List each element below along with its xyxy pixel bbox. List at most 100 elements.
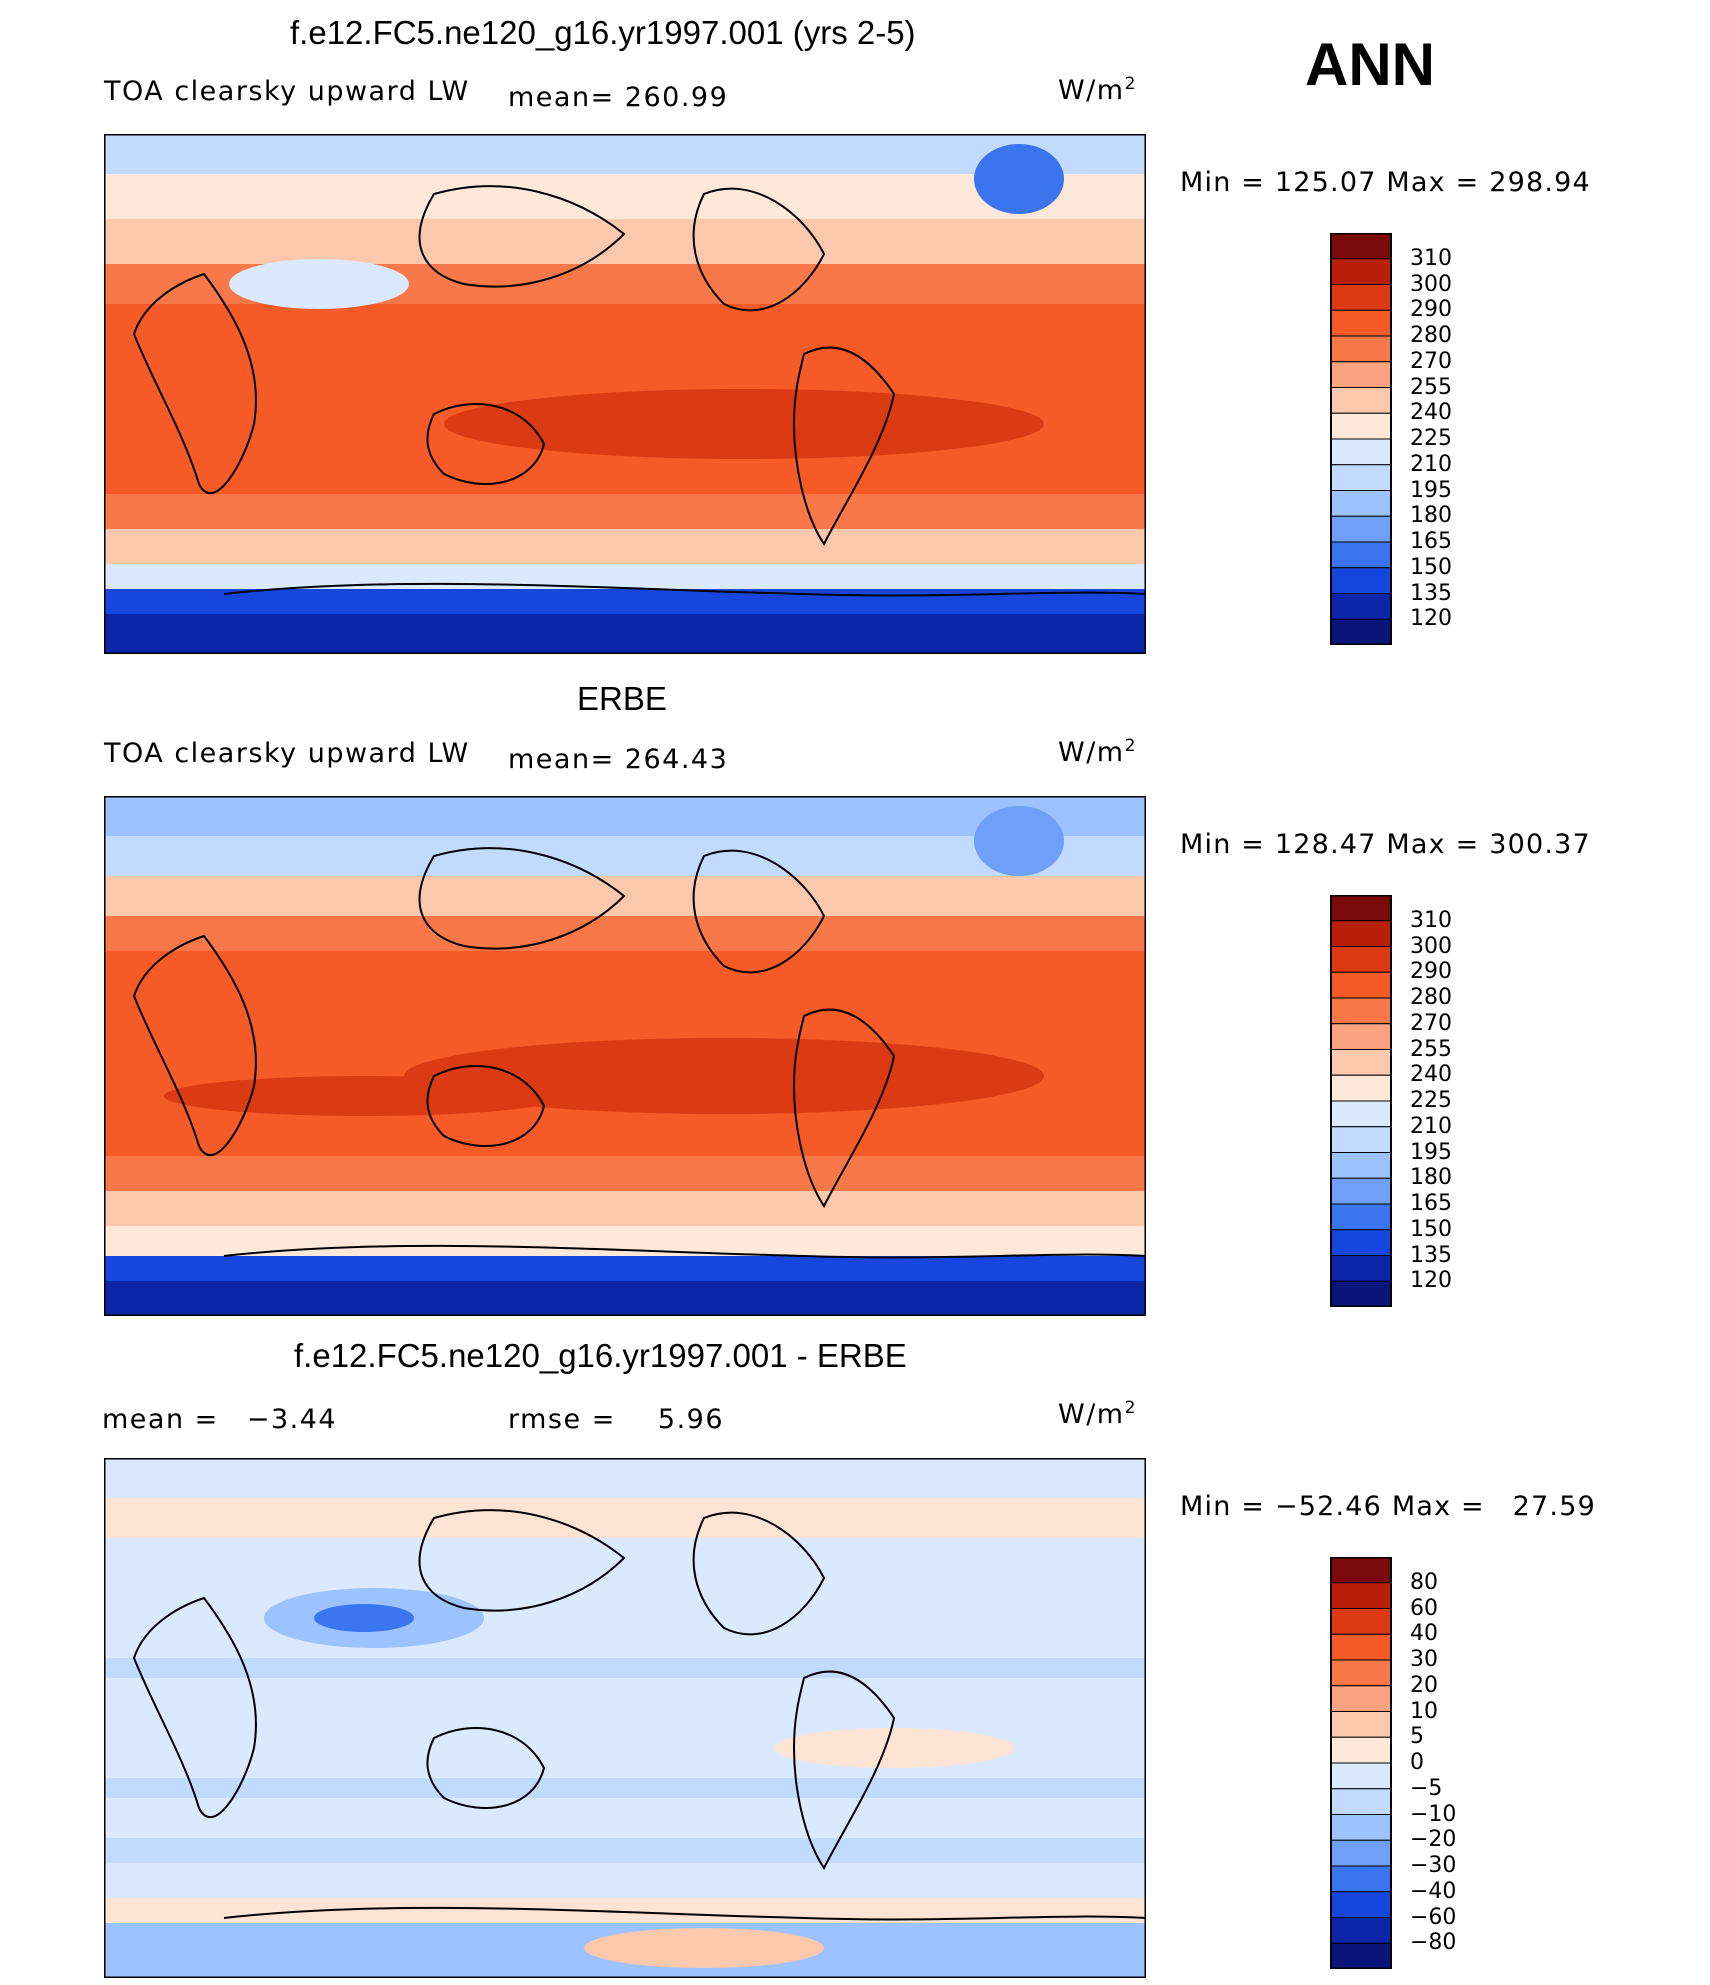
panel3-mean-label: mean = [102,1404,219,1435]
epac-warm [774,1728,1014,1768]
colorbar-frame [1330,1557,1392,1969]
colorbar-swatch [1330,1865,1392,1893]
colorbar-tick-label: 195 [1410,1139,1452,1165]
band-antarctic-deep [104,1281,1146,1316]
band-nhigh [104,836,1146,876]
panel2-mean: mean= 264.43 [508,744,728,775]
colorbar-tick-label: 290 [1410,297,1452,323]
panel1-mean-value: 260.99 [624,82,729,113]
band-smid [104,1191,1146,1226]
panel3-max-value: 27.59 [1512,1491,1596,1522]
panel3-rmse: rmse = 5.96 [508,1404,724,1435]
colorbar-swatch [1330,1891,1392,1918]
greenland [974,144,1064,214]
colorbar-swatch [1330,1659,1392,1687]
panel1-units: W/m2 [1058,74,1137,106]
colorbar-tick-label: 240 [1410,400,1452,426]
indian-warm [164,1076,564,1116]
panel2-mean-value: 264.43 [624,744,729,775]
colorbar-tick-label: 30 [1410,1647,1438,1672]
colorbar-swatch [1330,593,1392,620]
colorbar-swatch [1330,1049,1392,1076]
colorbar-swatch [1330,1917,1392,1944]
panel3-mean: mean = −3.44 [102,1404,337,1435]
panel1-variable: TOA clearsky upward LW [104,76,470,107]
colorbar-tick-label: 270 [1410,348,1452,374]
panel2-min-label: Min = [1180,829,1266,860]
colorbar-tick-label: 165 [1410,529,1452,554]
colorbar-tick-label: 150 [1410,1216,1452,1242]
colorbar-swatch [1330,1582,1392,1609]
colorbar-swatch [1330,1074,1392,1102]
colorbar-swatch [1330,1100,1392,1128]
colorbar-tick-label: 255 [1410,374,1452,400]
panel1-mean: mean= 260.99 [508,82,728,113]
band-antarctic-deep [104,614,1146,654]
panel3-minmax: Min = −52.46 Max = 27.59 [1180,1491,1596,1522]
panel2-max-value: 300.37 [1489,829,1591,860]
colorbar-swatch [1330,567,1392,594]
warm-pool [404,1038,1044,1114]
units-sup: 2 [1124,736,1137,756]
colorbar-swatch [1330,1229,1392,1256]
colorbar-swatch [1330,1023,1392,1050]
panel1-title: f.e12.FC5.ne120_g16.yr1997.001 (yrs 2-5) [290,14,916,51]
colorbar-tick-label: 135 [1410,580,1452,606]
panel3-rmse-label: rmse = [508,1404,616,1435]
panel1-map [104,134,1146,654]
units-text: W/m [1058,1399,1125,1430]
tibet [229,259,409,309]
units-sup: 2 [1124,74,1137,94]
colorbar-swatch [1330,1152,1392,1179]
colorbar-tick-label: 80 [1410,1569,1438,1595]
panel2-mean-label: mean= [508,744,615,775]
panel1-max-label: Max = [1386,167,1480,198]
panel3-map [104,1458,1146,1978]
colorbar-swatch [1330,258,1392,285]
colorbar-tick-label: 280 [1410,985,1452,1010]
colorbar-swatch [1330,1633,1392,1661]
coastlines [132,185,1146,597]
panel2-min-value: 128.47 [1274,829,1377,860]
colorbar-tick-label: 120 [1410,1268,1452,1294]
colorbar-swatch [1330,541,1392,569]
colorbar-swatch [1330,946,1392,973]
colorbar-tick-label: −80 [1410,1930,1457,1956]
colorbar-swatch [1330,895,1392,922]
colorbar-tick-label: 20 [1410,1672,1438,1698]
band-smid [104,529,1146,564]
colorbar-tick-label: 225 [1410,1088,1452,1113]
colorbar-tick-label: 270 [1410,1010,1452,1036]
panel2-colorbar [1330,895,1392,1307]
colorbar-swatch [1330,1942,1392,1969]
colorbar-tick-label: 60 [1410,1595,1438,1621]
colorbar-swatch [1330,335,1392,363]
colorbar-tick-label: 210 [1410,451,1452,477]
units-text: W/m [1058,737,1125,768]
map-base [104,1458,1146,1978]
map-frame [104,1458,1146,1978]
panel3-max-label: Max = [1391,1491,1485,1522]
colorbar-frame [1330,233,1392,645]
panel2-units: W/m2 [1058,736,1137,768]
colorbar-swatch [1330,1255,1392,1282]
panel3-min-label: Min = [1180,1491,1266,1522]
colorbar-swatch [1330,997,1392,1025]
band-ssubtrop [104,494,1146,529]
colorbar-tick-label: 5 [1410,1724,1424,1750]
colorbar-tick-label: 0 [1410,1750,1424,1775]
colorbar-swatch [1330,1685,1392,1712]
colorbar-swatch [1330,1762,1392,1790]
colorbar-tick-label: 150 [1410,554,1452,580]
colorbar-tick-label: 180 [1410,1165,1452,1191]
panel1-min-value: 125.07 [1274,167,1377,198]
units-sup: 2 [1124,1398,1137,1418]
colorbar-swatch [1330,920,1392,947]
panel1-max-value: 298.94 [1489,167,1591,198]
colorbar-swatch [1330,361,1392,388]
band-strop-cool [104,1778,1146,1798]
map-frame [104,134,1146,654]
antarctic-warm [584,1928,824,1968]
colorbar-tick-label: 240 [1410,1062,1452,1088]
colorbar-tick-label: 40 [1410,1621,1438,1647]
